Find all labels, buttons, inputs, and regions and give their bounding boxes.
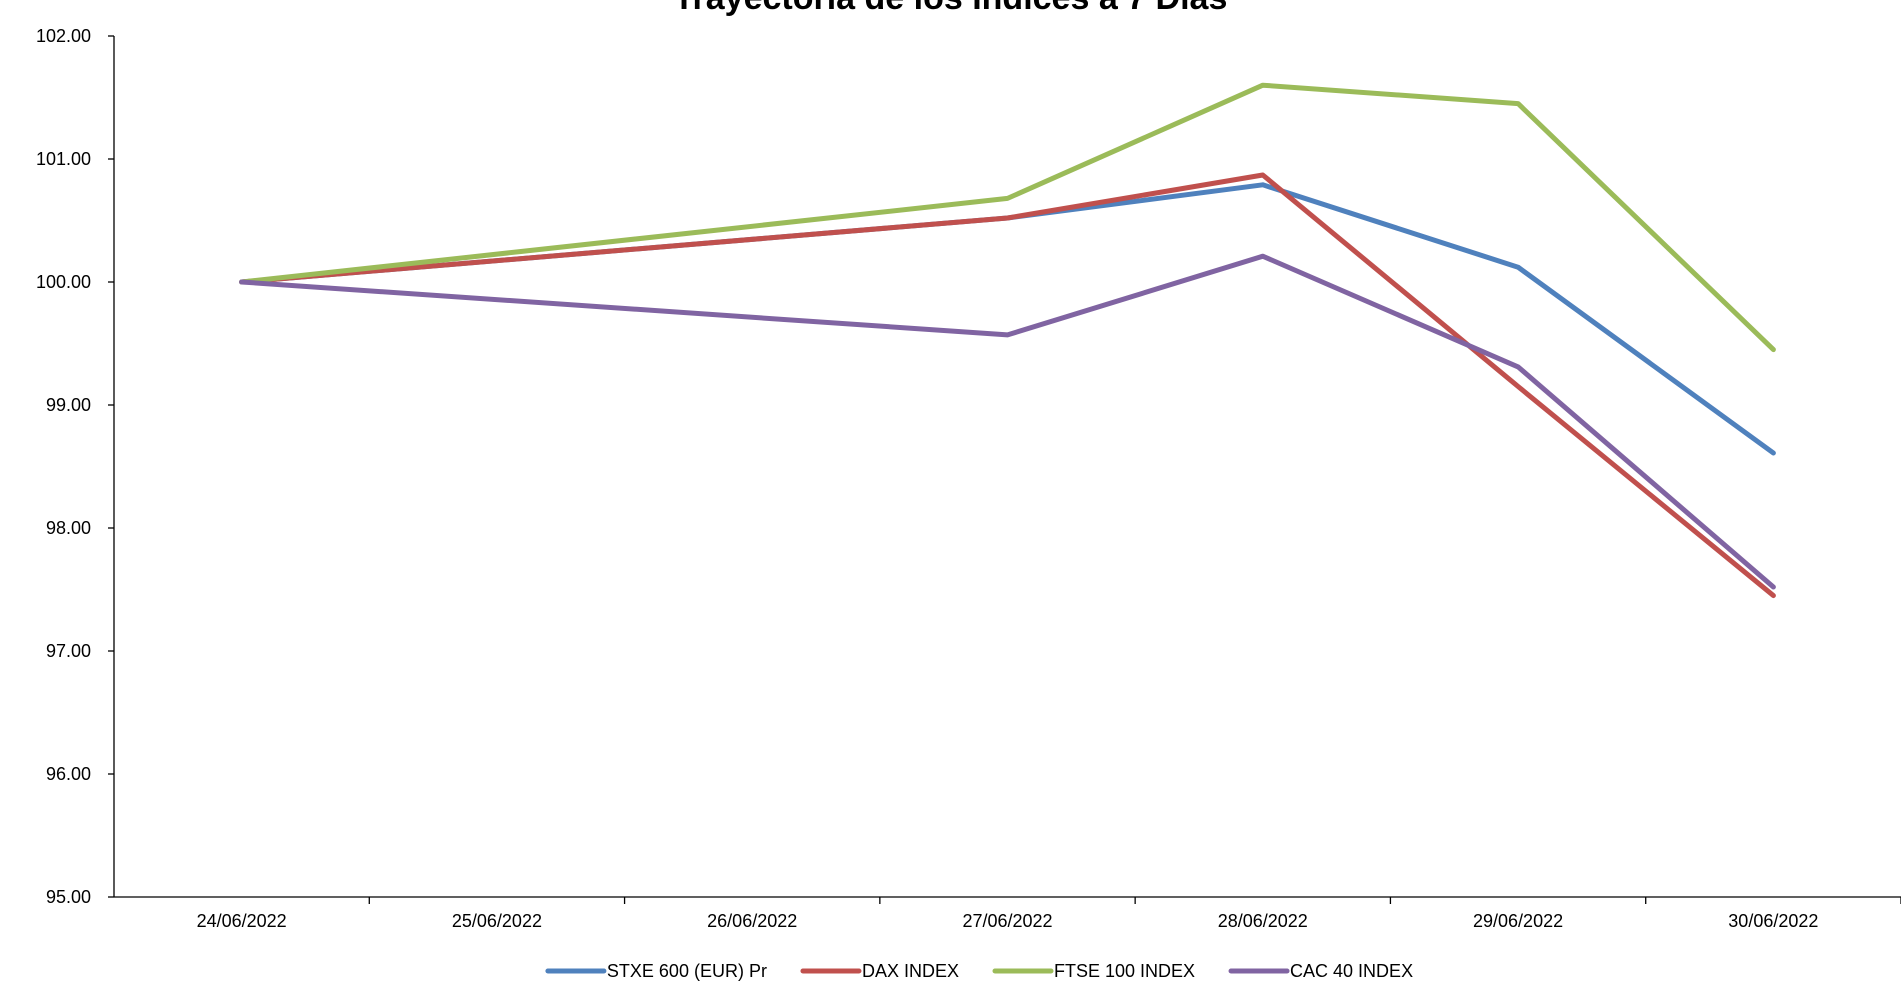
y-tick-label: 101.00 bbox=[36, 149, 91, 169]
series-lines bbox=[239, 82, 1776, 599]
x-tick-label: 27/06/2022 bbox=[962, 911, 1052, 931]
y-tick-label: 99.00 bbox=[46, 395, 91, 415]
y-tick-label: 95.00 bbox=[46, 887, 91, 907]
chart-title: Trayectoria de los Índices a 7 Días bbox=[0, 0, 1901, 18]
series-line-2 bbox=[239, 172, 1776, 599]
legend-label-4: CAC 40 INDEX bbox=[1290, 961, 1413, 981]
axes: 95.00 96.00 97.00 98.00 99.00 100.00 101.00 102… bbox=[36, 26, 1901, 931]
legend-label-2: DAX INDEX bbox=[862, 961, 959, 981]
x-tick-label: 28/06/2022 bbox=[1218, 911, 1308, 931]
y-tick-label: 102.00 bbox=[36, 26, 91, 46]
y-tick-label: 98.00 bbox=[46, 518, 91, 538]
x-tick-label: 24/06/2022 bbox=[197, 911, 287, 931]
series-line-1 bbox=[239, 182, 1776, 456]
legend: STXE 600 (EUR) Pr DAX INDEX FTSE 100 INDEX… bbox=[545, 961, 1413, 981]
x-tick-label: 26/06/2022 bbox=[707, 911, 797, 931]
x-tick-label: 25/06/2022 bbox=[452, 911, 542, 931]
legend-label-1: STXE 600 (EUR) Pr bbox=[607, 961, 767, 981]
y-tick-label: 97.00 bbox=[46, 641, 91, 661]
series-line-3 bbox=[239, 82, 1776, 353]
x-tick-label: 29/06/2022 bbox=[1473, 911, 1563, 931]
y-tick-label: 100.00 bbox=[36, 272, 91, 292]
y-tick-label: 96.00 bbox=[46, 764, 91, 784]
series-line-4 bbox=[239, 253, 1776, 590]
legend-label-3: FTSE 100 INDEX bbox=[1054, 961, 1195, 981]
x-tick-label: 30/06/2022 bbox=[1728, 911, 1818, 931]
